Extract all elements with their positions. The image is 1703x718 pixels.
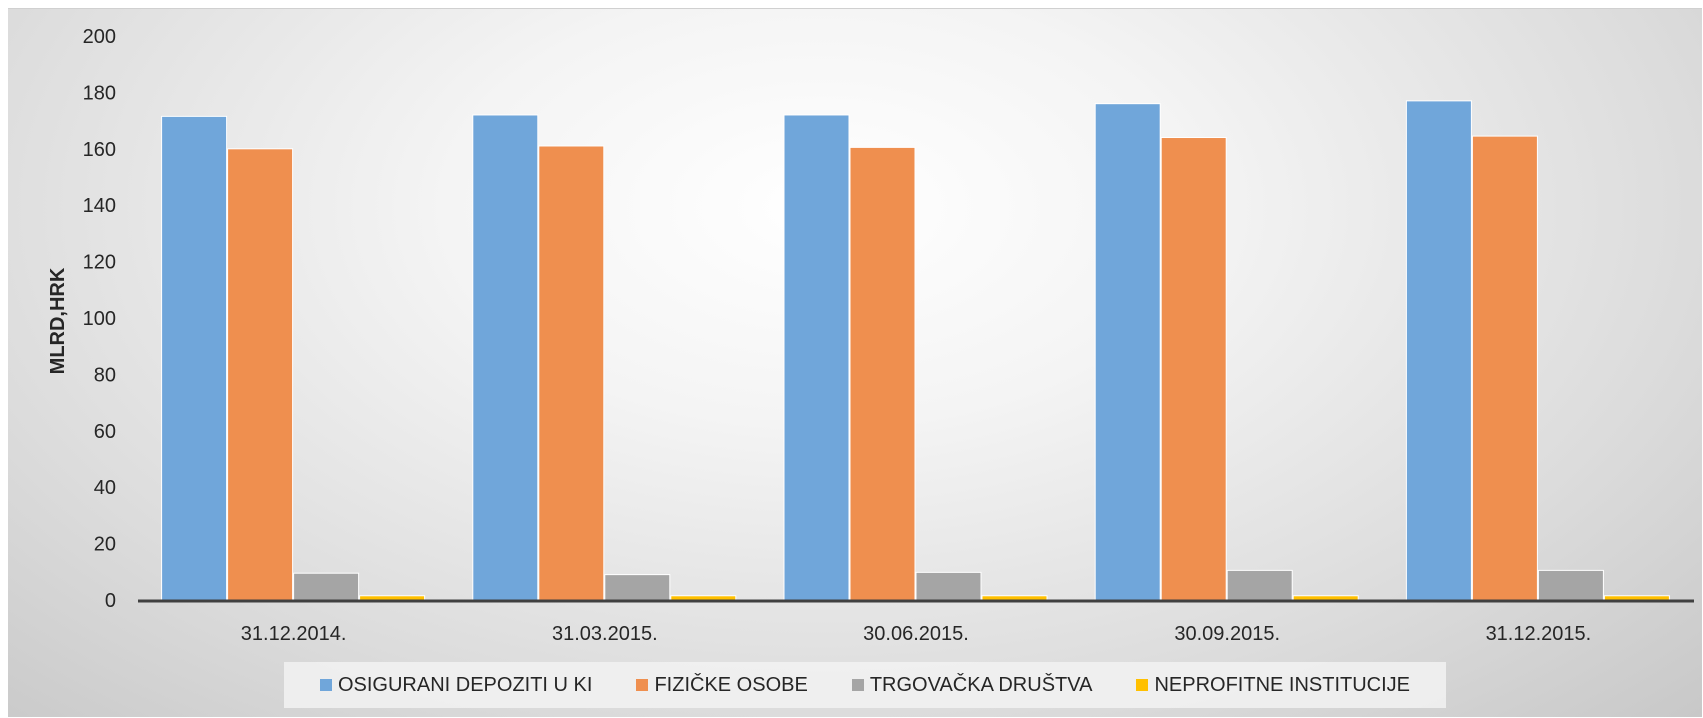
- legend-swatch: [636, 679, 649, 691]
- bar: [849, 146, 916, 601]
- x-axis: 31.12.2014. 31.03.2015. 30.06.2015. 30.09.2…: [241, 623, 1591, 645]
- legend-item: NEPROFITNE INSTITUCIJE: [1136, 674, 1410, 697]
- y-tick-label: 80: [94, 364, 116, 386]
- y-tick-label: 100: [83, 308, 116, 330]
- bar: [538, 145, 605, 601]
- legend-label: FIZIČKE OSOBE: [654, 673, 808, 696]
- bar: [161, 115, 228, 601]
- bar: [359, 595, 426, 601]
- y-tick-label: 40: [94, 477, 116, 499]
- y-tick-label: 120: [83, 252, 116, 274]
- bars: [161, 100, 1670, 601]
- y-tick-label: 200: [83, 26, 116, 48]
- bar: [1603, 595, 1670, 601]
- y-axis-label: MLRD,HRK: [47, 267, 69, 374]
- legend-label: OSIGURANI DEPOZITI U KI: [337, 673, 593, 696]
- legend-item: FIZIČKE OSOBE: [636, 673, 808, 697]
- bar: [783, 114, 850, 601]
- y-tick-label: 140: [83, 195, 116, 217]
- y-tick-label: 60: [94, 421, 116, 443]
- bar: [1292, 595, 1359, 601]
- x-tick-label: 31.12.2015.: [1486, 623, 1592, 645]
- legend: OSIGURANI DEPOZITI U KI FIZIČKE OSOBE TRGO…: [284, 662, 1446, 708]
- legend-swatch: [319, 679, 332, 691]
- y-tick-label: 180: [83, 82, 116, 104]
- x-tick-label: 31.12.2014.: [241, 623, 347, 645]
- legend-swatch: [851, 679, 864, 691]
- legend-item: OSIGURANI DEPOZITI U KI: [319, 673, 593, 697]
- legend-label: NEPROFITNE INSTITUCIJE: [1154, 673, 1411, 696]
- legend-label: TRGOVAČKA DRUŠTVA: [869, 673, 1093, 696]
- bar: [1471, 135, 1538, 601]
- bar: [670, 595, 737, 601]
- bar: [1226, 569, 1293, 601]
- x-tick-label: 30.09.2015.: [1174, 623, 1280, 645]
- bar: [293, 572, 360, 601]
- bar: [1160, 137, 1227, 601]
- x-tick-label: 31.03.2015.: [552, 623, 658, 645]
- bar: [227, 148, 294, 601]
- legend-swatch: [1136, 679, 1149, 691]
- legend-item: TRGOVAČKA DRUŠTVA: [851, 673, 1093, 697]
- x-tick-label: 30.06.2015.: [863, 623, 969, 645]
- y-tick-label: 160: [83, 139, 116, 161]
- bar: [981, 595, 1048, 601]
- bar: [915, 571, 982, 601]
- y-tick-label: 20: [94, 534, 116, 556]
- bar: [604, 574, 671, 601]
- bar: [1094, 103, 1161, 601]
- bar: [1405, 100, 1472, 601]
- y-axis: 0 20 40 60 80 100 120 140 160 180 200: [83, 26, 116, 612]
- y-tick-label: 0: [105, 590, 116, 612]
- bar: [1537, 569, 1604, 601]
- bar: [472, 114, 539, 601]
